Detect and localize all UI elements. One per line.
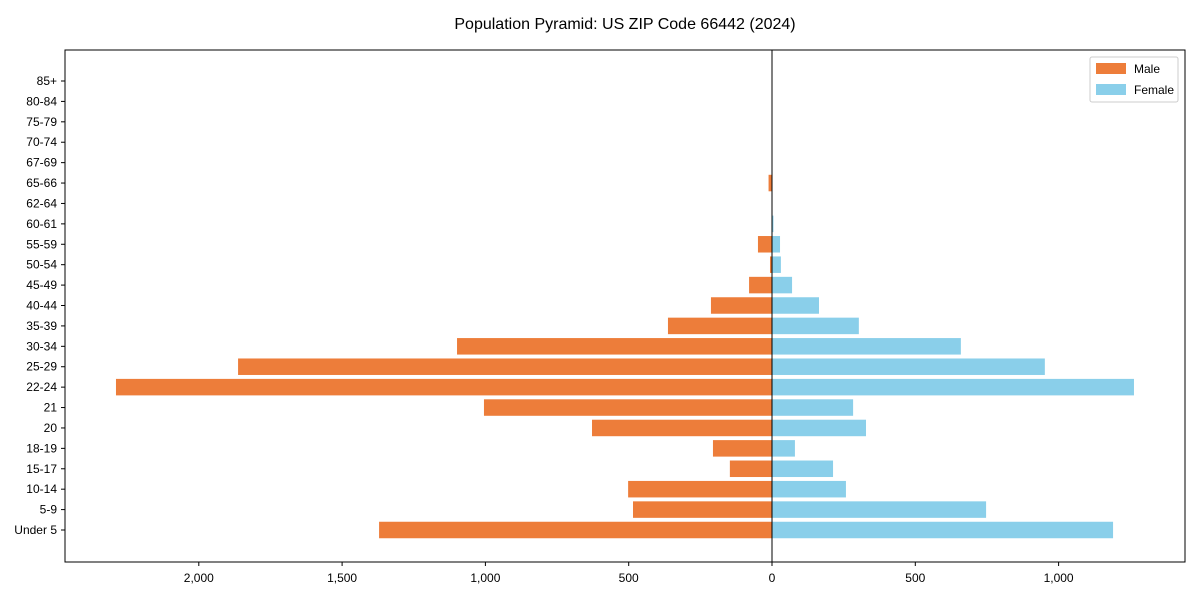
bar-male-35-39 xyxy=(667,317,772,335)
legend-swatch-female xyxy=(1096,84,1126,95)
y-tick-label: 40-44 xyxy=(26,299,57,313)
y-tick-label: 30-34 xyxy=(26,339,57,353)
x-tick-label: 0 xyxy=(769,571,776,585)
bar-female-20 xyxy=(772,419,867,437)
bar-male-15-17 xyxy=(729,460,772,478)
bar-female-60-61 xyxy=(772,215,774,233)
plot-frame xyxy=(64,49,1186,563)
y-tick-label: 55-59 xyxy=(26,237,57,251)
bar-male-45-49 xyxy=(749,276,772,294)
bar-male-30-34 xyxy=(457,338,772,355)
x-tick-label: 500 xyxy=(905,571,925,585)
y-tick-label: 75-79 xyxy=(26,115,57,129)
x-tick-label: 500 xyxy=(619,571,639,585)
y-tick-label: 10-14 xyxy=(26,482,57,496)
legend-label-male: Male xyxy=(1134,62,1160,76)
bar-male-18-19 xyxy=(712,440,772,457)
y-tick-label: 5-9 xyxy=(40,503,58,517)
y-tick-label: 35-39 xyxy=(26,319,57,333)
legend: Male Female xyxy=(1089,56,1179,103)
bar-male-65-66 xyxy=(768,174,772,192)
bar-female-35-39 xyxy=(772,317,859,335)
y-tick-label: 50-54 xyxy=(26,258,57,272)
y-tick-label: 22-24 xyxy=(26,380,57,394)
bar-female-21 xyxy=(772,399,854,416)
bar-female-18-19 xyxy=(772,440,795,457)
bar-female-5-9 xyxy=(772,501,987,518)
y-tick-label: 60-61 xyxy=(26,217,57,231)
bar-female-22-24 xyxy=(772,378,1134,396)
bar-male-21 xyxy=(483,399,772,416)
bar-female-25-29 xyxy=(772,358,1045,375)
bar-female-50-54 xyxy=(772,256,781,273)
y-tick-label: 45-49 xyxy=(26,278,57,292)
bar-female-15-17 xyxy=(772,460,834,478)
bar-male-Under 5 xyxy=(379,521,772,539)
bar-male-40-44 xyxy=(710,297,772,314)
y-tick-label: 80-84 xyxy=(26,94,57,108)
x-tick-label: 1,000 xyxy=(470,571,500,585)
y-tick-label: Under 5 xyxy=(14,523,57,537)
y-tick-label: 15-17 xyxy=(26,462,57,476)
x-tick-label: 2,000 xyxy=(184,571,214,585)
y-tick-label: 62-64 xyxy=(26,196,57,210)
bar-female-30-34 xyxy=(772,338,961,355)
chart-title: Population Pyramid: US ZIP Code 66442 (2… xyxy=(454,16,795,33)
y-tick-label: 65-66 xyxy=(26,176,57,190)
bar-male-50-54 xyxy=(769,256,772,273)
y-tick-label: 20 xyxy=(44,421,58,435)
y-tick-label: 18-19 xyxy=(26,441,57,455)
y-tick-label: 21 xyxy=(44,401,58,415)
bar-female-10-14 xyxy=(772,480,846,498)
bar-female-40-44 xyxy=(772,297,820,314)
bar-female-Under 5 xyxy=(772,521,1114,539)
legend-label-female: Female xyxy=(1134,83,1174,97)
bar-male-20 xyxy=(592,419,772,437)
y-tick-label: 25-29 xyxy=(26,360,57,374)
bar-male-5-9 xyxy=(632,501,772,518)
bar-female-45-49 xyxy=(772,276,793,294)
y-tick-label: 70-74 xyxy=(26,135,57,149)
y-tick-label: 85+ xyxy=(37,74,57,88)
x-tick-label: 1,500 xyxy=(327,571,357,585)
bar-male-22-24 xyxy=(115,378,773,396)
bar-male-55-59 xyxy=(757,236,772,253)
legend-swatch-male xyxy=(1096,63,1126,74)
y-tick-label: 67-69 xyxy=(26,156,57,170)
x-tick-label: 1,000 xyxy=(1044,571,1074,585)
bar-female-55-59 xyxy=(772,236,781,253)
bar-male-10-14 xyxy=(628,480,772,498)
bar-male-25-29 xyxy=(238,358,772,375)
